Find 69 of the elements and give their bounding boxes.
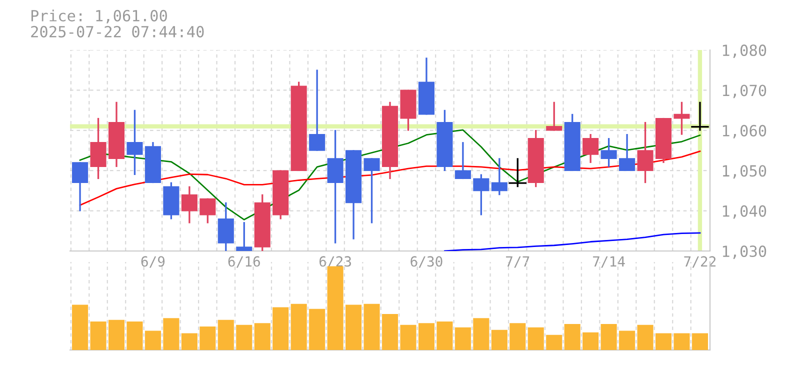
bar	[528, 327, 544, 350]
bar	[400, 324, 416, 350]
bar	[327, 266, 344, 350]
bar	[692, 333, 708, 350]
candlestick	[236, 221, 252, 251]
bar	[290, 304, 307, 350]
candlestick	[72, 161, 88, 212]
bar	[346, 304, 362, 350]
bar	[236, 324, 252, 350]
y-tick-label: 1,060	[722, 124, 766, 138]
candlestick	[582, 133, 599, 164]
bar	[309, 308, 326, 350]
y-tick-label: 1,070	[722, 84, 766, 98]
bar	[181, 333, 198, 350]
bar	[200, 326, 216, 350]
bar	[473, 318, 490, 350]
candlestick	[691, 101, 709, 132]
y-tick-label: 1,030	[722, 246, 766, 259]
bar	[90, 322, 106, 350]
candlestick	[491, 157, 508, 196]
x-tick-label: 6/30	[410, 256, 442, 268]
bar	[436, 322, 453, 350]
y-tick-label: 1,040	[722, 205, 766, 219]
bar	[72, 304, 88, 350]
bar	[510, 323, 526, 350]
candlestick	[637, 121, 654, 184]
bar	[126, 322, 143, 350]
bar	[144, 330, 161, 350]
candlestick	[473, 173, 490, 216]
bar	[272, 307, 289, 350]
bar	[418, 323, 434, 350]
x-tick-label: 7/22	[684, 256, 716, 268]
bar	[364, 304, 380, 350]
candlestick	[126, 109, 143, 176]
candlestick	[619, 133, 636, 172]
candlestick	[508, 157, 526, 188]
candlestick	[181, 185, 198, 224]
bar	[564, 324, 580, 350]
bar	[382, 314, 398, 350]
candlestick	[600, 137, 617, 168]
y-tick-label: 1,050	[722, 165, 766, 179]
bar	[637, 324, 654, 350]
bar	[619, 330, 636, 350]
chart-subtitle: 2025-07-22 07:44:40	[31, 26, 204, 38]
line-series	[444, 232, 701, 251]
bar	[454, 327, 471, 350]
x-tick-label: 6/16	[228, 256, 260, 268]
bar	[218, 320, 234, 350]
bar	[254, 323, 270, 350]
candlestick	[309, 68, 326, 152]
candlestick	[674, 101, 690, 136]
bar	[674, 333, 690, 350]
candlestick	[454, 141, 471, 180]
bar	[163, 318, 180, 350]
bar	[600, 324, 617, 350]
candlestick	[200, 198, 216, 224]
bar	[582, 332, 599, 350]
x-tick-label: 7/7	[506, 256, 530, 268]
bar	[491, 330, 508, 350]
bar	[546, 334, 562, 350]
x-tick-label: 6/9	[141, 256, 165, 268]
x-tick-label: 7/14	[593, 256, 625, 268]
chart-title: Price: 1,061.00	[31, 10, 167, 24]
candlestick	[364, 157, 380, 224]
bar	[655, 333, 672, 350]
candlestick	[546, 101, 562, 132]
y-tick-label: 1,080	[722, 44, 766, 58]
bar	[108, 320, 125, 350]
x-tick-label: 6/23	[319, 256, 351, 268]
